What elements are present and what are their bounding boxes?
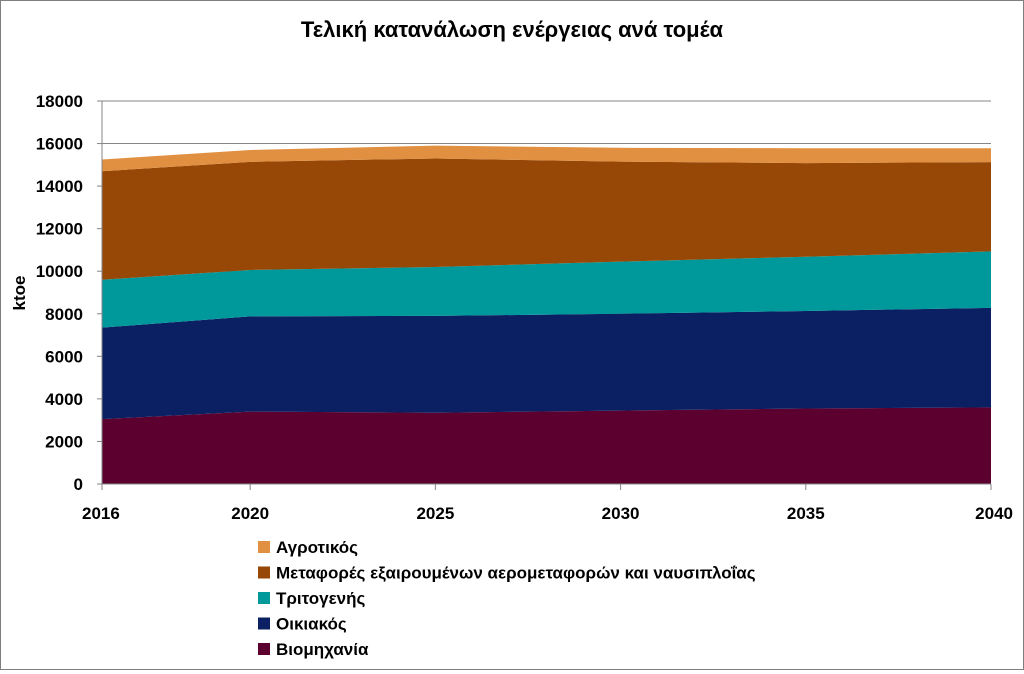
series-area-4 <box>102 145 991 172</box>
series-area-1 <box>102 307 991 420</box>
legend-swatch <box>258 566 270 579</box>
legend-item: Βιομηχανία <box>258 640 369 659</box>
chart-title: Τελική κατανάλωση ενέργειας ανά τομέα <box>301 17 724 42</box>
legend-swatch <box>258 541 270 553</box>
x-tick-label: 2030 <box>602 504 640 523</box>
y-tick-label: 18000 <box>36 92 83 111</box>
x-tick-label: 2040 <box>975 504 1013 523</box>
y-tick-label: 0 <box>74 475 83 494</box>
legend-item: Οικιακός <box>258 615 347 634</box>
y-tick-label: 8000 <box>45 305 83 324</box>
y-axis-title: ktoe <box>10 276 29 311</box>
legend-label: Αγροτικός <box>276 538 358 557</box>
legend-label: Μεταφορές εξαιρουμένων αερομεταφορών και… <box>276 564 756 583</box>
legend-swatch <box>258 617 270 630</box>
legend-swatch <box>258 643 270 655</box>
legend-label: Οικιακός <box>276 615 347 634</box>
x-tick-labels: 2016 2020 2025 2030 2035 2040 <box>82 504 1013 523</box>
legend-item: Τριτογενής <box>258 589 365 608</box>
y-tick-label: 14000 <box>36 177 83 196</box>
legend: Αγροτικός Μεταφορές εξαιρουμένων αερομετα… <box>258 538 756 659</box>
y-tick-label: 2000 <box>45 432 83 451</box>
series-areas <box>102 145 991 484</box>
x-tick-label: 2016 <box>82 504 120 523</box>
axes <box>97 100 992 490</box>
legend-swatch <box>258 592 270 604</box>
x-tick-label: 2020 <box>231 504 269 523</box>
series-area-2 <box>102 251 991 328</box>
y-tick-label: 4000 <box>45 390 83 409</box>
y-tick-label: 12000 <box>36 220 83 239</box>
series-area-3 <box>102 158 991 280</box>
y-tick-label: 16000 <box>36 135 83 154</box>
legend-item: Αγροτικός <box>258 538 358 557</box>
y-tick-label: 6000 <box>45 347 83 366</box>
legend-label: Βιομηχανία <box>276 640 369 659</box>
x-tick-label: 2025 <box>416 504 454 523</box>
legend-item: Μεταφορές εξαιρουμένων αερομεταφορών και… <box>258 564 756 583</box>
legend-label: Τριτογενής <box>276 589 365 608</box>
series-area-0 <box>102 407 991 484</box>
y-tick-labels: 0 2000 4000 6000 8000 10000 12000 14000 16000 180… <box>36 92 83 494</box>
y-tick-label: 10000 <box>36 262 83 281</box>
x-tick-label: 2035 <box>787 504 825 523</box>
